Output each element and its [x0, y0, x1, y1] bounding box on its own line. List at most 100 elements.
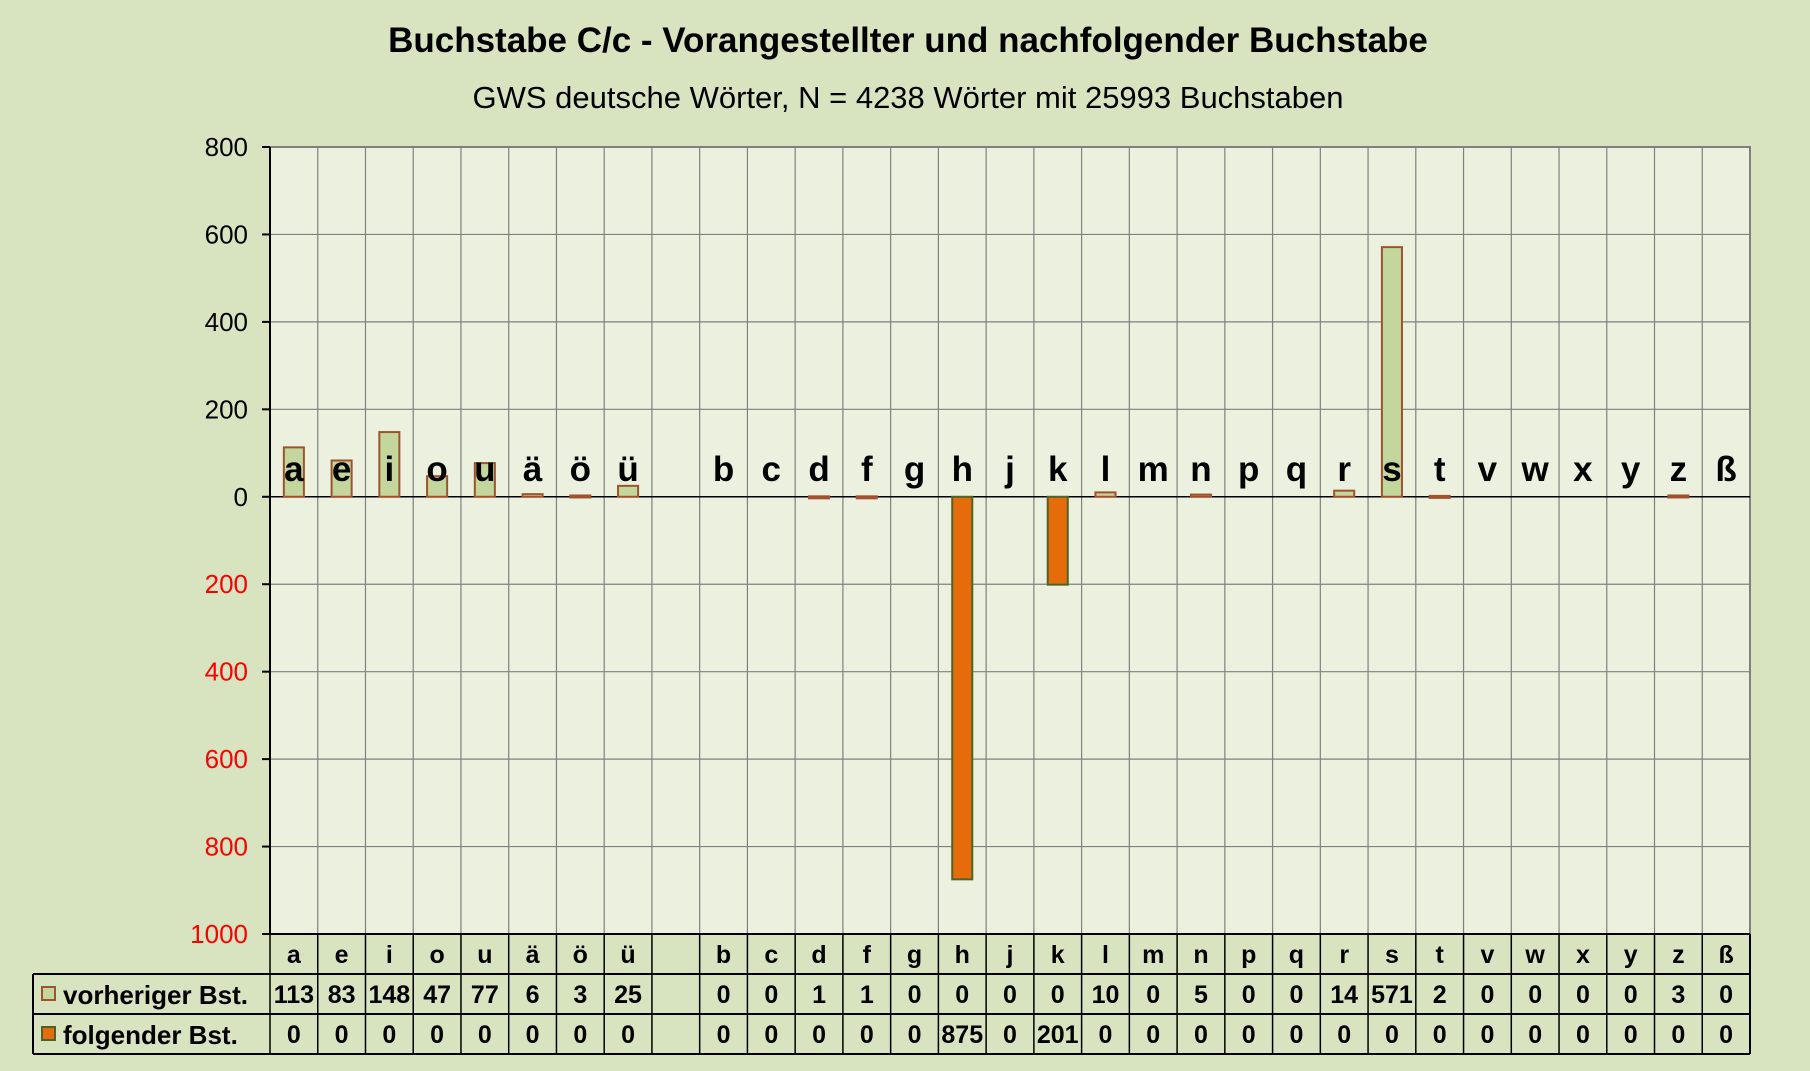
table-value-cell: 0: [1003, 981, 1017, 1009]
bar-vorheriger-e: [330, 459, 353, 498]
table-value-cell: 14: [1330, 981, 1358, 1009]
y-tick-label: 800: [205, 132, 248, 162]
table-header-cell: n: [1193, 941, 1208, 969]
table-value-cell: 0: [1719, 981, 1733, 1009]
table-value-cell: 0: [1242, 1021, 1256, 1049]
table-value-cell: 0: [1433, 1021, 1447, 1049]
table-value-cell: 5: [1194, 981, 1208, 1009]
bar-folgender-h: [951, 495, 974, 881]
table-header-cell: h: [955, 941, 970, 969]
table-header-cell: o: [429, 941, 444, 969]
category-label: m: [1138, 450, 1169, 489]
table-value-cell: 0: [287, 1021, 301, 1049]
category-label: k: [1048, 450, 1068, 489]
category-label: t: [1434, 450, 1446, 489]
table-value-cell: 1: [860, 981, 874, 1009]
table-value-cell: 0: [812, 1021, 826, 1049]
category-label: e: [332, 450, 351, 489]
table-value-cell: 0: [1624, 981, 1638, 1009]
category-label: a: [284, 450, 304, 489]
bar-vorheriger-t: [1428, 494, 1451, 499]
table-value-cell: 0: [1242, 981, 1256, 1009]
table-value-cell: 0: [1337, 1021, 1351, 1049]
category-label: z: [1670, 450, 1688, 489]
table-header-cell: c: [764, 941, 778, 969]
table-value-cell: 10: [1092, 981, 1120, 1009]
table-header-cell: t: [1436, 941, 1445, 969]
table-value-cell: 0: [1671, 1021, 1685, 1049]
table-header-cell: j: [1006, 941, 1014, 969]
table-header-cell: r: [1339, 941, 1349, 969]
table-value-cell: 875: [941, 1021, 983, 1049]
table-header-cell: b: [716, 941, 731, 969]
bar-vorheriger-a: [282, 446, 305, 498]
table-header-cell: y: [1624, 941, 1638, 969]
legend-label-folgender: folgender Bst.: [63, 1020, 238, 1050]
table-header-cell: w: [1524, 941, 1545, 969]
table-value-cell: 0: [908, 981, 922, 1009]
table-value-cell: 0: [621, 1021, 635, 1049]
y-tick-label: 600: [205, 219, 248, 249]
bar-vorheriger-i: [378, 431, 401, 498]
plot-background: [270, 147, 1750, 934]
y-tick-label: 1000: [190, 919, 248, 949]
table-header-cell: u: [477, 941, 492, 969]
bar-vorheriger-r: [1333, 489, 1356, 498]
table-value-cell: 25: [614, 981, 642, 1009]
bar-vorheriger-s: [1380, 246, 1403, 498]
category-label: j: [1004, 450, 1015, 489]
table-header-cell: e: [335, 941, 349, 969]
table-header-cell: x: [1576, 941, 1590, 969]
table-value-cell: 1: [812, 981, 826, 1009]
table-value-cell: 3: [573, 981, 587, 1009]
table-value-cell: 0: [526, 1021, 540, 1049]
category-label: y: [1621, 450, 1641, 489]
category-label: ß: [1715, 450, 1736, 489]
category-label: o: [426, 450, 447, 489]
table-header-cell: d: [811, 941, 826, 969]
y-tick-label: 600: [205, 744, 248, 774]
table-value-cell: 0: [1528, 981, 1542, 1009]
table-value-cell: 83: [328, 981, 356, 1009]
category-label: g: [904, 450, 925, 489]
category-label: ö: [570, 450, 591, 489]
category-label: c: [762, 450, 781, 489]
category-label: s: [1382, 450, 1401, 489]
table-header-cell: ß: [1718, 941, 1733, 969]
table-value-cell: 0: [1480, 981, 1494, 1009]
table-header-cell: a: [287, 941, 302, 969]
table-value-cell: 47: [423, 981, 451, 1009]
table-value-cell: 0: [1194, 1021, 1208, 1049]
category-label: p: [1238, 450, 1259, 489]
table-header-cell: v: [1480, 941, 1494, 969]
y-tick-label: 800: [205, 832, 248, 862]
table-header-cell: s: [1385, 941, 1399, 969]
table-value-cell: 0: [1576, 981, 1590, 1009]
table-header-cell: ä: [526, 941, 540, 969]
category-label: x: [1573, 450, 1593, 489]
category-label: d: [808, 450, 829, 489]
y-tick-label: 200: [205, 394, 248, 424]
table-header-cell: z: [1672, 941, 1685, 969]
table-header-cell: m: [1142, 941, 1164, 969]
category-label: f: [861, 450, 873, 489]
category-label: i: [384, 450, 394, 489]
table-value-cell: 0: [1624, 1021, 1638, 1049]
y-tick-label: 400: [205, 307, 248, 337]
table-value-cell: 148: [368, 981, 410, 1009]
category-label: n: [1190, 450, 1211, 489]
table-header-cell: g: [907, 941, 922, 969]
chart-subtitle: GWS deutsche Wörter, N = 4238 Wörter mit…: [473, 80, 1344, 115]
table-value-cell: 0: [1289, 1021, 1303, 1049]
table-value-cell: 3: [1671, 981, 1685, 1009]
table-value-cell: 0: [1576, 1021, 1590, 1049]
y-tick-label: 0: [234, 482, 248, 512]
bar-vorheriger-u: [473, 462, 496, 498]
y-tick-label: 400: [205, 657, 248, 687]
table-header-cell: ö: [573, 941, 588, 969]
table-value-cell: 0: [908, 1021, 922, 1049]
table-value-cell: 201: [1037, 1021, 1079, 1049]
table-value-cell: 77: [471, 981, 499, 1009]
